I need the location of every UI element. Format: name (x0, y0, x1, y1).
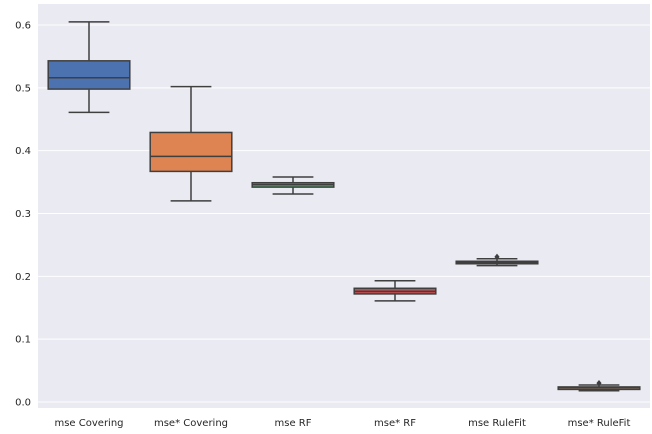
y-tick-label: 0.4 (15, 146, 31, 157)
y-tick-label: 0.0 (15, 398, 31, 409)
x-axis: mse Covering mse* Covering mse RF mse* RF ms… (54, 418, 630, 429)
x-tick-label: mse RuleFit (468, 418, 526, 429)
box (149, 131, 233, 173)
x-tick-label: mse* RuleFit (568, 418, 631, 429)
box-group (557, 379, 641, 392)
outlier-point (494, 253, 500, 261)
boxes (47, 21, 641, 392)
y-tick-label: 0.5 (15, 83, 31, 94)
x-tick-label: mse* RF (374, 418, 416, 429)
y-tick-label: 0.1 (15, 335, 31, 346)
plot-background (38, 4, 650, 408)
box-group (47, 21, 131, 114)
outlier-point (596, 379, 602, 387)
y-tick-label: 0.6 (15, 21, 31, 32)
box-group (455, 253, 539, 267)
x-tick-label: mse RF (275, 418, 312, 429)
x-tick-label: mse Covering (54, 418, 123, 429)
y-tick-label: 0.3 (15, 209, 31, 220)
box (47, 60, 131, 90)
grid-lines (38, 24, 650, 403)
box-group (149, 85, 233, 202)
y-axis: 0.0 0.1 0.2 0.3 0.4 0.5 0.6 (15, 21, 31, 409)
box-group (251, 176, 335, 195)
y-tick-label: 0.2 (15, 272, 31, 283)
box-group (353, 279, 437, 302)
x-tick-label: mse* Covering (154, 418, 228, 429)
